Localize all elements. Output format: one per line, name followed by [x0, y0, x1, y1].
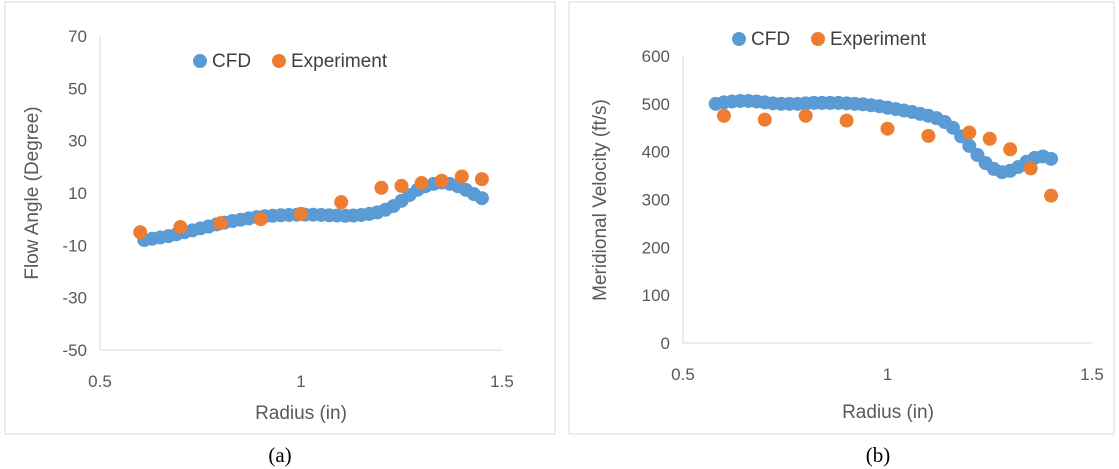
chart-b-y-tick-label: 400: [642, 143, 670, 162]
chart-a-experiment-point: [394, 178, 409, 193]
chart-a-experiment-point: [133, 225, 148, 240]
chart-b-x-axis-title: Radius (in): [842, 402, 934, 423]
chart-b-legend: CFD Experiment: [732, 29, 927, 50]
chart-a-legend: CFD Experiment: [193, 51, 388, 72]
chart-b-legend-cfd-marker: [732, 32, 746, 46]
chart-a-experiment-point: [294, 206, 308, 221]
chart-b-y-tick-label: 300: [642, 191, 670, 210]
chart-b-x-tick-label: 1: [883, 365, 892, 384]
chart-a-y-tick-label: -30: [62, 289, 87, 308]
chart-a-experiment-point: [434, 173, 449, 188]
chart-a-y-tick-label: 50: [68, 79, 87, 98]
chart-a-experiment-point: [374, 180, 389, 195]
chart-b-experiment-point: [1003, 142, 1018, 157]
chart-b-legend-experiment-marker: [811, 32, 825, 46]
chart-b-y-tick-label: 200: [642, 238, 670, 257]
chart-b-experiment-point: [921, 128, 936, 143]
chart-b-experiment-point: [982, 131, 997, 146]
chart-b-experiment-point: [1023, 161, 1038, 176]
chart-a-caption: (a): [268, 443, 291, 467]
chart-b-experiment-point: [716, 108, 731, 123]
chart-panel-a: -50 -30 -10 10 30 50 70 0.5 1 1.5 Radius (in) Fl…: [4, 1, 556, 467]
chart-b-y-tick-label: 600: [642, 47, 670, 66]
chart-a-experiment-point: [414, 176, 429, 191]
chart-a-legend-experiment-label: Experiment: [291, 51, 388, 72]
chart-b-experiment-point: [757, 112, 772, 127]
chart-a-experiment-point: [213, 216, 228, 231]
chart-a-y-tick-label: 30: [68, 132, 87, 151]
chart-b-cfd-point: [1044, 151, 1059, 166]
chart-a-y-tick-label: -50: [62, 341, 87, 360]
chart-a-y-axis-title: Flow Angle (Degree): [22, 106, 43, 279]
chart-b-experiment-point: [962, 125, 977, 140]
chart-b-legend-cfd-label: CFD: [751, 29, 790, 50]
chart-a-x-tick-label: 0.5: [88, 372, 112, 391]
chart-a-y-tick-label: 70: [68, 27, 87, 46]
chart-b-experiment-point: [798, 108, 813, 123]
chart-b-y-tick-label: 500: [642, 95, 670, 114]
chart-b-cfd-point: [962, 138, 977, 153]
chart-a-experiment-point: [173, 220, 188, 235]
chart-a-x-tick-label: 1.5: [490, 372, 514, 391]
chart-b-y-axis-title: Meridional Velocity (ft/s): [590, 99, 611, 301]
chart-b-caption: (b): [866, 443, 891, 467]
chart-b-x-tick-label: 0.5: [671, 365, 695, 384]
chart-a-legend-cfd-label: CFD: [212, 51, 251, 72]
chart-b-experiment-point: [1044, 188, 1059, 203]
chart-b-y-tick-label: 0: [661, 334, 670, 353]
chart-b-x-tick-label: 1.5: [1080, 365, 1104, 384]
chart-b-frame: [568, 1, 1115, 435]
chart-b-experiment-point: [880, 121, 895, 136]
chart-a-experiment-point: [454, 169, 469, 184]
chart-b-y-tick-label: 100: [642, 286, 670, 305]
chart-a-cfd-point: [474, 191, 489, 206]
chart-a-legend-experiment-marker: [272, 54, 286, 68]
chart-a-experiment-point: [474, 172, 489, 187]
chart-a-legend-cfd-marker: [193, 54, 207, 68]
chart-a-experiment-point: [253, 212, 268, 227]
chart-a-x-axis-title: Radius (in): [255, 403, 347, 424]
chart-b-legend-experiment-label: Experiment: [830, 29, 927, 50]
chart-a-x-tick-label: 1: [296, 372, 305, 391]
chart-a-y-tick-label: 10: [68, 184, 87, 203]
chart-a-y-tick-label: -10: [62, 236, 87, 255]
chart-a-svg: -50 -30 -10 10 30 50 70 0.5 1 1.5 Radius (in) Fl…: [4, 1, 556, 467]
chart-a-experiment-point: [334, 195, 349, 210]
chart-b-experiment-point: [839, 113, 854, 128]
chart-panel-b: 0 100 200 300 400 500 600 0.5 1 1.5 Radius (in) …: [563, 0, 1119, 469]
